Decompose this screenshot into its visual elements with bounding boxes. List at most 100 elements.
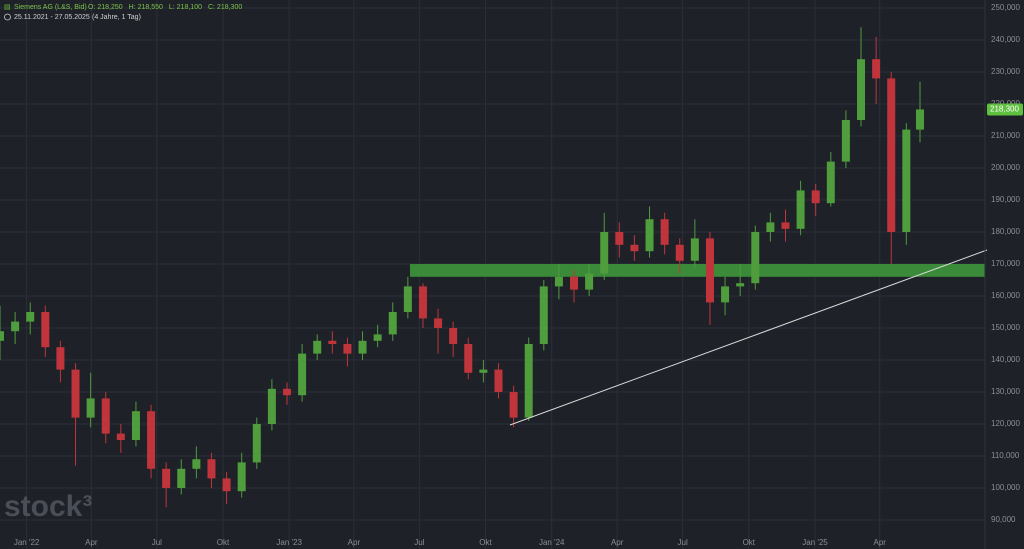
x-tick-label: Apr [611, 538, 624, 547]
candle-body [872, 59, 881, 79]
trend-line [509, 249, 988, 426]
x-tick-label: Okt [217, 538, 230, 547]
candle-body [358, 340, 367, 354]
y-tick-label: 200,000 [991, 163, 1020, 172]
y-tick-label: 110,000 [991, 451, 1020, 460]
x-tick-label: Jul [678, 538, 688, 547]
candle-body [403, 286, 412, 313]
candle-body [509, 392, 518, 418]
candle-body [524, 344, 533, 418]
candle-body [373, 334, 382, 341]
ohlc-value: L: 218,100 [169, 4, 202, 11]
candle-body [857, 59, 866, 121]
x-tick-label: Okt [743, 538, 756, 547]
candle-body [811, 190, 820, 204]
candle-body [26, 312, 35, 322]
candle-body [887, 78, 896, 233]
candle-body [86, 398, 95, 418]
candle-body [131, 411, 140, 441]
x-tick-label: Jan '24 [539, 538, 565, 547]
x-tick-label: Apr [85, 538, 98, 547]
candle-body [916, 109, 924, 130]
y-tick-label: 160,000 [991, 291, 1020, 300]
x-tick-label: Okt [479, 538, 492, 547]
candle-body [494, 369, 503, 393]
candle-body [328, 340, 337, 345]
candle-body [645, 219, 654, 252]
candle-body [56, 347, 65, 370]
candle-body [434, 318, 443, 329]
candle-body [449, 328, 458, 345]
candle-body [826, 161, 835, 204]
y-tick-label: 170,000 [991, 259, 1020, 268]
grid [0, 0, 985, 549]
candle-body [267, 388, 276, 425]
candle-body [721, 286, 730, 303]
candle-body [71, 369, 80, 418]
x-tick-label: Jul [152, 538, 162, 547]
x-tick-label: Jan '25 [802, 538, 828, 547]
candle-body [116, 433, 125, 441]
ohlc-value: H: 218,550 [129, 4, 163, 11]
candle-body [464, 344, 473, 373]
candle-body [781, 222, 790, 229]
candle-body [207, 459, 216, 479]
y-tick-label: 140,000 [991, 355, 1020, 364]
candle-body [554, 276, 563, 287]
candle-body [298, 353, 307, 396]
zone-layer [410, 264, 985, 277]
y-tick-label: 250,000 [991, 3, 1020, 12]
candle-body [252, 424, 261, 463]
y-tick-label: 210,000 [991, 131, 1020, 140]
candle-body [343, 344, 352, 354]
candle-body [313, 340, 322, 354]
y-tick-label: 100,000 [991, 483, 1020, 492]
y-tick-label: 230,000 [991, 67, 1020, 76]
candle-body [147, 411, 156, 469]
candle-body [222, 478, 231, 492]
candle-body [539, 286, 548, 345]
last-price-tag [987, 103, 1023, 116]
x-tick-label: Jan '22 [14, 538, 40, 547]
subtitle: 25.11.2021 - 27.05.2025 [14, 14, 90, 21]
candle-body [766, 222, 775, 233]
range-note: (4 Jahre, 1 Tag) [92, 14, 141, 21]
y-tick-label: 190,000 [991, 195, 1020, 204]
ohlc-value: O: 218,250 [88, 4, 123, 11]
ohlc-value: C: 218,300 [208, 4, 242, 11]
candle-body [690, 238, 699, 261]
candle-body [479, 369, 488, 373]
candle-body [736, 283, 745, 287]
candle-body [177, 468, 186, 489]
candle-body [705, 238, 714, 303]
candle-body [570, 276, 579, 290]
clock-icon [4, 13, 11, 21]
y-tick-label: 240,000 [991, 35, 1020, 44]
candle-body [41, 312, 50, 348]
watermark: stock³ [4, 490, 92, 523]
candle-body [675, 244, 684, 261]
candle-body [615, 232, 624, 245]
candle-body [11, 321, 20, 332]
candle-body [192, 459, 201, 469]
candle-body [101, 398, 110, 434]
candle-body [751, 232, 760, 284]
y-tick-label: 90,000 [991, 515, 1016, 524]
candle-body [841, 120, 850, 162]
candle-body [0, 331, 4, 341]
candle-body [585, 273, 594, 290]
logo-mark: ▤ [4, 4, 11, 11]
candle-body [600, 232, 609, 274]
x-tick-label: Apr [348, 538, 361, 547]
y-tick-label: 130,000 [991, 387, 1020, 396]
candle-body [902, 129, 911, 233]
candle-body [796, 190, 805, 229]
support-zone [410, 264, 985, 277]
candle-body [283, 388, 292, 396]
last-price-label: 218,300 [990, 105, 1019, 114]
chart-title: Siemens AG (L&S, Bid) [14, 4, 87, 11]
candles [0, 27, 924, 508]
candle-body [418, 286, 427, 319]
candle-body [660, 219, 669, 245]
